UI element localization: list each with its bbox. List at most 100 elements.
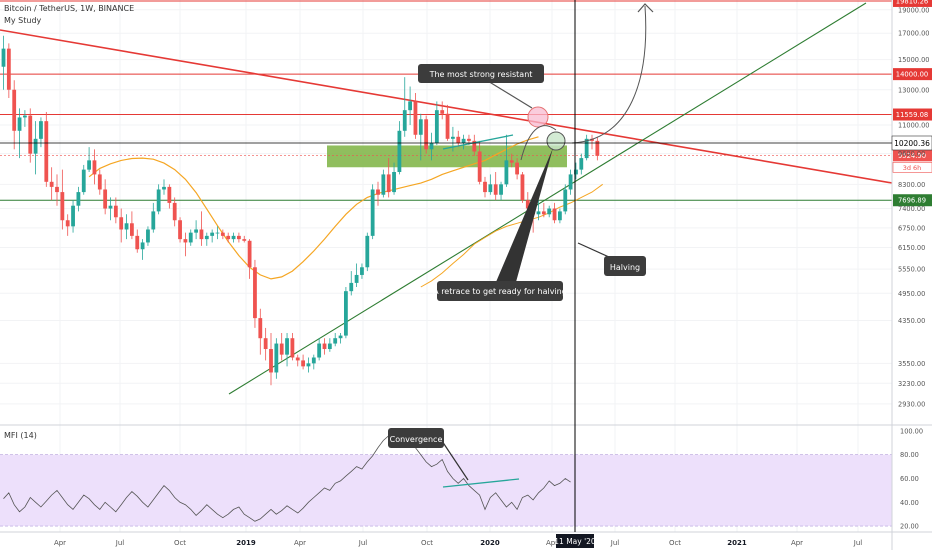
candle-body: [493, 184, 498, 195]
candle: [204, 232, 209, 246]
candle-body: [520, 174, 525, 201]
candle-body: [60, 192, 65, 221]
price-tick-label: 11000.00: [898, 121, 929, 129]
candle-body: [349, 282, 354, 292]
candle: [461, 134, 466, 150]
candle-body: [424, 119, 429, 150]
candle: [172, 197, 177, 227]
price-tick-label: 7400.00: [898, 205, 925, 213]
resistance-callout[interactable]: The most strong resistant: [418, 64, 544, 109]
convergence-callout[interactable]: Convergence: [388, 428, 469, 481]
crosshair-date-label: 11 May '20: [554, 537, 596, 546]
candle-body: [279, 343, 284, 355]
retrace-target-circle: [546, 131, 566, 151]
mfi-legend[interactable]: MFI (14): [4, 431, 37, 440]
candle: [194, 220, 198, 240]
mfi-band-layer: [0, 454, 892, 527]
candle-body: [322, 343, 327, 350]
candle-body: [215, 232, 220, 234]
mfi-tick-label: 60.00: [900, 475, 919, 483]
candle-body: [183, 239, 188, 243]
candle-body: [301, 360, 305, 367]
candle-body: [81, 169, 86, 193]
candle-body: [327, 343, 332, 350]
symbol-legend[interactable]: Bitcoin / TetherUS, 1W, BINANCE: [4, 4, 135, 13]
candle: [547, 205, 552, 218]
candle: [23, 110, 27, 127]
candle-body: [103, 189, 108, 209]
time-tick-label: Apr: [791, 539, 803, 547]
candle: [434, 101, 439, 146]
candle: [71, 200, 75, 233]
convergence-callout-pointer: [439, 437, 469, 481]
candle: [574, 162, 578, 180]
countdown-label: 3d 6h: [903, 164, 922, 172]
candle: [488, 174, 493, 195]
candle: [167, 184, 172, 209]
time-tick-label: Jul: [853, 539, 863, 547]
time-tick-label: Jul: [115, 539, 125, 547]
candle-body: [509, 160, 514, 163]
candle-body: [434, 110, 439, 143]
candle: [28, 108, 33, 163]
ascending-support-trendline: [228, 2, 867, 395]
candle-body: [370, 189, 375, 236]
candle-body: [451, 136, 455, 139]
retrace-callout-pointer: [496, 148, 553, 282]
candle: [226, 232, 231, 243]
candle-body: [579, 158, 584, 170]
time-axis[interactable]: Apr Jul Oct 2019 Apr Jul Oct 2020 Apr Jul Oct 2021 A…: [54, 539, 862, 547]
time-tick-label: 2020: [480, 539, 500, 547]
candle-body: [376, 189, 380, 195]
candle-body: [595, 140, 600, 156]
candle-body: [285, 338, 289, 355]
candle-body: [113, 205, 118, 218]
candle-body: [563, 189, 568, 212]
candle: [162, 179, 166, 195]
candle-body: [504, 160, 509, 185]
candle: [568, 169, 573, 195]
candle-body: [295, 357, 300, 361]
candle: [253, 259, 257, 328]
candle: [360, 263, 364, 279]
candle-body: [33, 138, 38, 154]
candle-body: [413, 101, 418, 135]
candle: [183, 232, 188, 257]
candle: [381, 169, 386, 198]
moving-average-line-slow: [420, 183, 603, 288]
candle-body: [456, 136, 461, 143]
candle: [558, 208, 562, 224]
time-tick-label: Apr: [294, 539, 306, 547]
candle-body: [188, 232, 193, 243]
candle-body: [76, 192, 81, 206]
descending-resistance-trendline: [0, 29, 893, 184]
mfi-layer: [3, 432, 571, 522]
candle: [445, 104, 450, 141]
candle-body: [440, 110, 445, 114]
candle-body: [306, 363, 311, 367]
candle: [178, 217, 182, 243]
halving-callout[interactable]: Halving: [577, 242, 646, 276]
candle: [220, 229, 225, 240]
candle-body: [135, 235, 140, 250]
price-tick-label: 15000.00: [898, 56, 929, 64]
price-tick-label: 5550.00: [898, 266, 925, 274]
candle-body: [263, 338, 268, 350]
study-legend[interactable]: My Study: [4, 16, 42, 25]
price-tick-label: 17000.00: [898, 30, 929, 38]
candle: [584, 134, 589, 161]
candle-body: [461, 138, 466, 143]
retrace-callout[interactable]: A retrace to get ready for halving: [433, 148, 567, 301]
candle: [92, 149, 97, 185]
candle-body: [172, 202, 177, 221]
candle: [456, 130, 461, 148]
candle: [595, 136, 600, 161]
candle: [483, 176, 487, 198]
candle: [269, 333, 273, 386]
price-level-label: 14000.00: [896, 71, 928, 79]
mfi-tick-label: 80.00: [900, 451, 919, 459]
candle: [242, 235, 247, 243]
candle: [504, 134, 509, 187]
